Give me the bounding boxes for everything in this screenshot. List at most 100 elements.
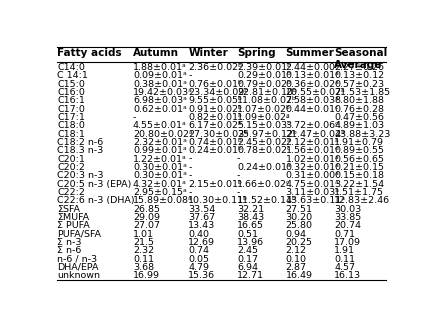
Text: 4.32±0.01ᵃ: 4.32±0.01ᵃ — [133, 180, 187, 189]
Text: 0.78±0.02ᶜ: 0.78±0.02ᶜ — [237, 146, 291, 155]
Text: 0.76±0.28: 0.76±0.28 — [334, 105, 385, 113]
Text: 0.47±0.56: 0.47±0.56 — [334, 113, 385, 122]
Text: 0.99±0.01ᵃ: 0.99±0.01ᵃ — [133, 146, 187, 155]
Text: 2.95±0.15ᵃ: 2.95±0.15ᵃ — [133, 188, 187, 197]
Text: C18:0: C18:0 — [58, 121, 85, 130]
Text: 2.27±0.26: 2.27±0.26 — [334, 63, 385, 72]
Text: -: - — [237, 154, 240, 164]
Text: 19.42±0.03ᵃ: 19.42±0.03ᵃ — [133, 88, 193, 97]
Text: C22:2: C22:2 — [58, 188, 85, 197]
Text: -: - — [188, 154, 192, 164]
Text: Σ PUFA: Σ PUFA — [58, 221, 90, 230]
Text: 15.89±0.08ᵃ: 15.89±0.08ᵃ — [133, 196, 193, 205]
Text: 0.40: 0.40 — [188, 230, 209, 239]
Text: 17.09: 17.09 — [334, 238, 361, 247]
Text: -: - — [188, 71, 192, 80]
Text: 5.15±0.03ᶜ: 5.15±0.03ᶜ — [237, 121, 291, 130]
Text: 1.07±0.02ᵇ: 1.07±0.02ᵇ — [237, 105, 291, 113]
Text: C15:0: C15:0 — [58, 80, 85, 89]
Text: 20.55±0.07ᵃ: 20.55±0.07ᵃ — [286, 88, 346, 97]
Text: 9.55±0.05ᵇ: 9.55±0.05ᵇ — [188, 96, 242, 105]
Text: 0.36±0.02ᵃ: 0.36±0.02ᵃ — [286, 80, 339, 89]
Text: Σ n-3: Σ n-3 — [58, 238, 82, 247]
Text: 3.11±0.03ᵃ: 3.11±0.03ᵃ — [286, 188, 339, 197]
Text: 0.13±0.01ᵃ: 0.13±0.01ᵃ — [286, 71, 339, 80]
Text: 30.03: 30.03 — [334, 205, 362, 214]
Text: 21.53±1.85: 21.53±1.85 — [334, 88, 391, 97]
Text: 0.76±0.01ᵇ: 0.76±0.01ᵇ — [188, 80, 242, 89]
Text: 33.54: 33.54 — [188, 205, 216, 214]
Text: 2.12±0.01ᵃ: 2.12±0.01ᵃ — [286, 138, 339, 147]
Text: Summer: Summer — [286, 48, 335, 58]
Text: Winter: Winter — [188, 48, 228, 58]
Text: 0.79±0.02ᵇ: 0.79±0.02ᵇ — [237, 80, 291, 89]
Text: 3.22±1.54: 3.22±1.54 — [334, 180, 385, 189]
Text: 4.57: 4.57 — [334, 263, 355, 272]
Text: 0.51: 0.51 — [237, 230, 258, 239]
Text: 4.75±0.01ᵃ: 4.75±0.01ᵃ — [286, 180, 339, 189]
Text: 2.87: 2.87 — [286, 263, 307, 272]
Text: PUFA/SFA: PUFA/SFA — [58, 230, 101, 239]
Text: 0.17: 0.17 — [237, 255, 258, 264]
Text: 0.15±0.18: 0.15±0.18 — [334, 171, 385, 180]
Text: 0.57±0.23: 0.57±0.23 — [334, 80, 385, 89]
Text: 0.38±0.01ᵃ: 0.38±0.01ᵃ — [133, 80, 187, 89]
Text: 0.71: 0.71 — [334, 230, 355, 239]
Text: C18:1: C18:1 — [58, 130, 85, 139]
Text: 12.83±2.46: 12.83±2.46 — [334, 196, 391, 205]
Text: -: - — [237, 171, 240, 180]
Text: 13.43: 13.43 — [188, 221, 216, 230]
Text: 23.88±3.23: 23.88±3.23 — [334, 130, 391, 139]
Text: 3.72±0.06ᵈ: 3.72±0.06ᵈ — [286, 121, 339, 130]
Text: 0.56±0.65: 0.56±0.65 — [334, 154, 385, 164]
Text: 11.52±0.14ᵇ: 11.52±0.14ᵇ — [237, 196, 297, 205]
Text: 22.81±0.10ᵇ: 22.81±0.10ᵇ — [237, 88, 297, 97]
Text: C 14:1: C 14:1 — [58, 71, 88, 80]
Text: 20.74: 20.74 — [334, 221, 361, 230]
Text: 2.39±0.01ᵇ: 2.39±0.01ᵇ — [237, 63, 291, 72]
Text: 2.32: 2.32 — [133, 246, 154, 255]
Text: 15.36: 15.36 — [188, 271, 216, 280]
Text: 13.96: 13.96 — [237, 238, 264, 247]
Text: -: - — [237, 188, 240, 197]
Text: 4.89±1.03: 4.89±1.03 — [334, 121, 385, 130]
Text: C20:3 n-3: C20:3 n-3 — [58, 171, 104, 180]
Text: 3.68: 3.68 — [133, 263, 154, 272]
Text: 2.45±0.02ᵃ: 2.45±0.02ᵃ — [237, 138, 291, 147]
Text: 2.12: 2.12 — [286, 246, 307, 255]
Text: 20.25: 20.25 — [286, 238, 313, 247]
Text: -: - — [133, 113, 136, 122]
Text: ΣMUFA: ΣMUFA — [58, 213, 90, 222]
Text: -: - — [188, 188, 192, 197]
Text: C20:1: C20:1 — [58, 154, 85, 164]
Text: C22:6 n-3 (DHA): C22:6 n-3 (DHA) — [58, 196, 135, 205]
Text: 2.44±0.00ᵇ: 2.44±0.00ᵇ — [286, 63, 339, 72]
Text: Σ n-6: Σ n-6 — [58, 246, 82, 255]
Text: -: - — [286, 113, 289, 122]
Text: 0.91±0.02ᵇ: 0.91±0.02ᵇ — [188, 105, 242, 113]
Text: 0.94: 0.94 — [286, 230, 307, 239]
Text: Autumn: Autumn — [133, 48, 179, 58]
Text: 8.80±1.88: 8.80±1.88 — [334, 96, 385, 105]
Text: 2.32±0.01ᵃ: 2.32±0.01ᵃ — [133, 138, 187, 147]
Text: 20.80±0.02ᵃ: 20.80±0.02ᵃ — [133, 130, 193, 139]
Text: C20:5 n-3 (EPA): C20:5 n-3 (EPA) — [58, 180, 132, 189]
Text: 27.51: 27.51 — [286, 205, 313, 214]
Text: 29.09: 29.09 — [133, 213, 160, 222]
Text: 0.82±0.01ᵃ: 0.82±0.01ᵃ — [188, 113, 242, 122]
Text: C14:0: C14:0 — [58, 63, 85, 72]
Text: C16:1: C16:1 — [58, 96, 85, 105]
Text: 1.91: 1.91 — [334, 246, 355, 255]
Text: 25.97±0.12ᵇ: 25.97±0.12ᵇ — [237, 130, 297, 139]
Text: 0.13±0.12: 0.13±0.12 — [334, 71, 385, 80]
Text: 1.01: 1.01 — [133, 230, 154, 239]
Text: 10.30±0.11ᵇ: 10.30±0.11ᵇ — [188, 196, 249, 205]
Text: 13.63±0.11ᵃ: 13.63±0.11ᵃ — [286, 196, 346, 205]
Text: 16.13: 16.13 — [334, 271, 362, 280]
Text: 4.79: 4.79 — [188, 263, 209, 272]
Text: 21.5: 21.5 — [133, 238, 154, 247]
Text: 12.71: 12.71 — [237, 271, 264, 280]
Text: 27.30±0.03ᵇ: 27.30±0.03ᵇ — [188, 130, 249, 139]
Text: 12.69: 12.69 — [188, 238, 215, 247]
Text: C18.3 n-3: C18.3 n-3 — [58, 146, 104, 155]
